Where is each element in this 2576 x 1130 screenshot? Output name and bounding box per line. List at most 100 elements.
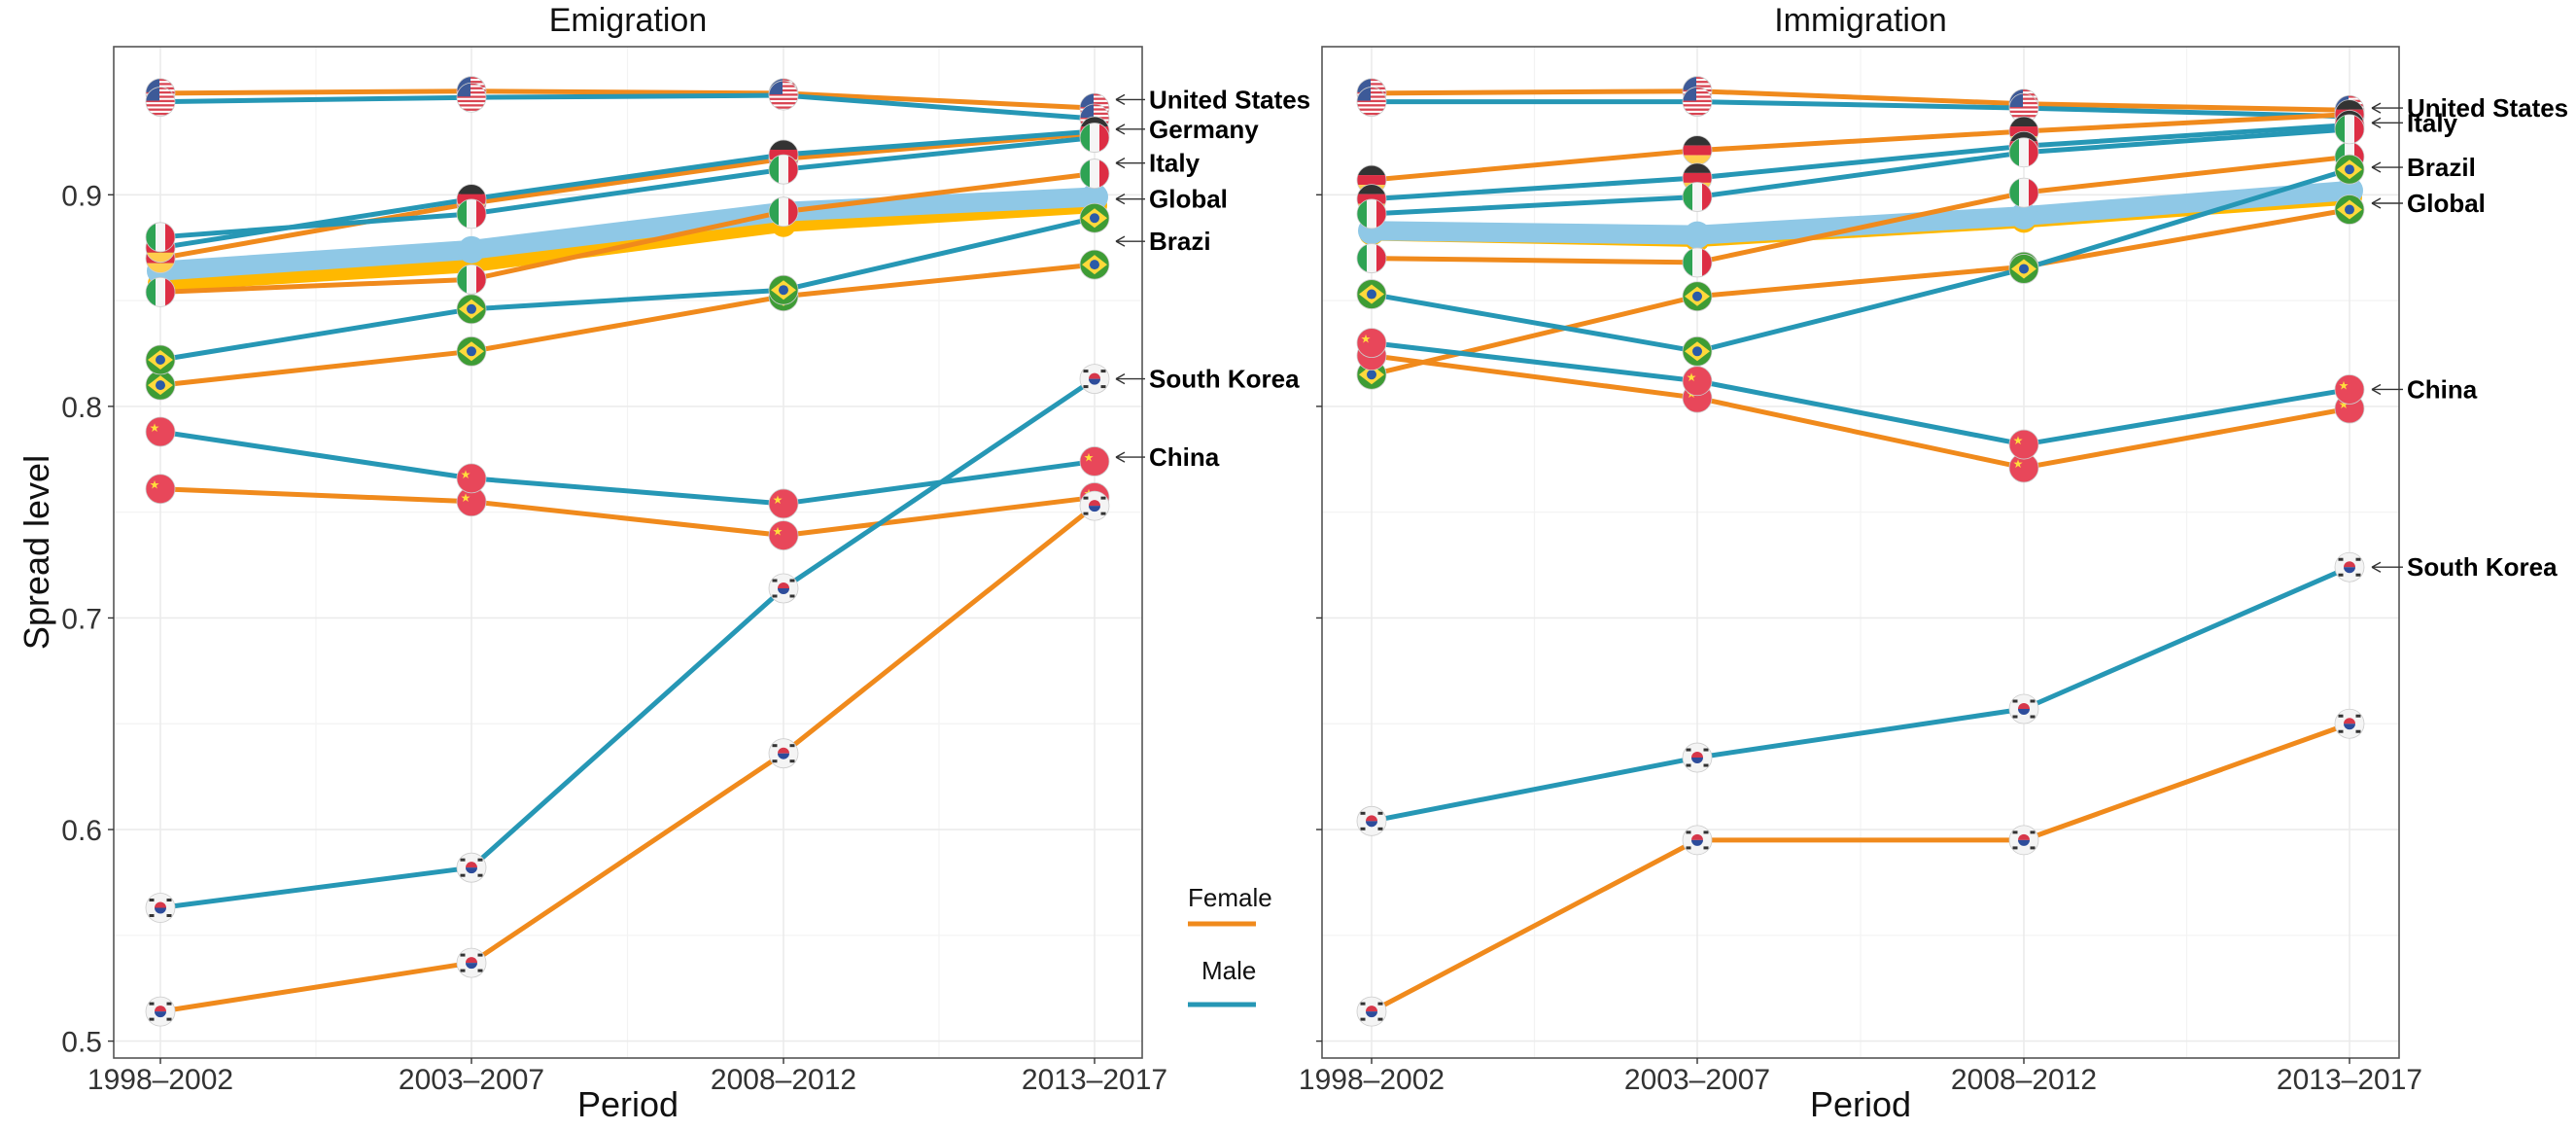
series-line-united-states-female bbox=[157, 88, 1097, 111]
immigration-panel: Immigration 1998–2002 2003–2007 2008–2012 20… bbox=[1299, 2, 2568, 1124]
italy-flag-icon bbox=[2334, 114, 2365, 145]
italy-flag-icon bbox=[1079, 123, 1110, 153]
south-korea-flag-icon bbox=[1682, 742, 1713, 773]
country-label-brazi: Brazi bbox=[1149, 227, 1211, 256]
series-line-south-korea-male bbox=[1369, 564, 2352, 824]
point-global-male bbox=[458, 235, 485, 264]
south-korea-flag-icon bbox=[1356, 805, 1387, 836]
svg-text:★: ★ bbox=[1361, 333, 1372, 346]
label-arrowhead bbox=[1115, 158, 1126, 169]
x-tick-label: 2013–2017 bbox=[1022, 1064, 1167, 1096]
y-tick-label: 0.9 bbox=[61, 180, 102, 212]
italy-flag-icon bbox=[1682, 247, 1713, 278]
us-flag-icon bbox=[456, 82, 487, 113]
x-axis-title: Period bbox=[1810, 1084, 1911, 1124]
italy-flag-icon bbox=[2008, 137, 2039, 168]
series-line-italy-female bbox=[157, 171, 1097, 295]
south-korea-flag-icon bbox=[145, 893, 176, 923]
label-arrowhead bbox=[1115, 451, 1126, 463]
svg-text:★: ★ bbox=[461, 491, 471, 505]
label-arrowhead bbox=[2371, 383, 2382, 396]
series-line-germany-male bbox=[1369, 123, 2352, 202]
brazil-flag-icon bbox=[145, 370, 176, 401]
south-korea-flag-icon bbox=[2334, 551, 2365, 583]
series-line-italy-male bbox=[157, 135, 1097, 240]
south-korea-flag-icon bbox=[2334, 708, 2365, 739]
label-arrowhead bbox=[1115, 93, 1126, 106]
series-line-brazi-female bbox=[157, 262, 1097, 388]
svg-text:★: ★ bbox=[461, 468, 471, 481]
point-global-male bbox=[2010, 202, 2037, 230]
y-tick-label: 0.6 bbox=[61, 815, 102, 847]
svg-text:★: ★ bbox=[1084, 450, 1095, 464]
svg-text:★: ★ bbox=[773, 525, 783, 539]
series-line-italy-male bbox=[1369, 126, 2352, 217]
x-tick-label: 1998–2002 bbox=[87, 1064, 233, 1096]
point-global-male bbox=[1081, 183, 1108, 211]
panel-border bbox=[113, 46, 1143, 1059]
series-line-south-korea-female bbox=[1369, 721, 2352, 1014]
brazil-flag-icon bbox=[768, 274, 799, 305]
brazil-flag-icon bbox=[145, 344, 176, 375]
brazil-flag-icon bbox=[1079, 202, 1110, 233]
italy-flag-icon bbox=[1079, 159, 1110, 189]
series-line-united-states-male bbox=[1369, 99, 2352, 120]
south-korea-flag-icon bbox=[1079, 364, 1110, 394]
italy-flag-icon bbox=[768, 196, 799, 228]
brazil-flag-icon bbox=[456, 294, 487, 325]
country-label-united-states: United States bbox=[1149, 85, 1310, 114]
series-line-brazi-male bbox=[157, 215, 1097, 363]
label-arrowhead bbox=[2371, 197, 2382, 209]
label-arrowhead bbox=[1115, 124, 1126, 135]
country-label-italy: Italy bbox=[1149, 149, 1201, 178]
china-flag-icon: ★ bbox=[2334, 374, 2365, 405]
china-flag-icon: ★ bbox=[768, 488, 799, 519]
south-korea-flag-icon bbox=[1682, 825, 1713, 856]
country-label-south-korea: South Korea bbox=[2407, 552, 2558, 582]
south-korea-flag-icon bbox=[1079, 490, 1110, 521]
x-tick-label: 1998–2002 bbox=[1299, 1064, 1445, 1096]
series-line-germany-female bbox=[157, 130, 1097, 262]
svg-text:★: ★ bbox=[150, 421, 160, 435]
china-flag-icon: ★ bbox=[768, 520, 799, 550]
us-flag-icon bbox=[768, 80, 799, 111]
y-tick-label: 0.7 bbox=[61, 603, 102, 635]
panel-title: Immigration bbox=[1774, 2, 1947, 39]
legend-female-label: Female bbox=[1188, 883, 1272, 912]
china-flag-icon: ★ bbox=[2008, 429, 2039, 460]
brazil-flag-icon bbox=[1682, 335, 1713, 367]
country-label-brazil: Brazil bbox=[2407, 153, 2476, 182]
china-flag-icon: ★ bbox=[145, 474, 176, 505]
series-line-global-male bbox=[151, 187, 1104, 281]
legend-male-label: Male bbox=[1201, 956, 1256, 985]
south-korea-flag-icon bbox=[2008, 825, 2039, 856]
series-line-south-korea-male bbox=[157, 376, 1097, 911]
brazil-flag-icon bbox=[2334, 154, 2365, 185]
emigration-panel: Emigration 1998–2002 2003–2007 2008–2012 201… bbox=[61, 2, 1310, 1124]
svg-text:★: ★ bbox=[2339, 378, 2350, 392]
series-line-brazil-male bbox=[1369, 166, 2352, 354]
italy-flag-icon bbox=[768, 154, 799, 185]
brazil-flag-icon bbox=[456, 335, 487, 367]
grid bbox=[114, 47, 1142, 1058]
brazil-flag-icon bbox=[1356, 279, 1387, 309]
svg-text:★: ★ bbox=[150, 478, 160, 492]
country-label-china: China bbox=[1149, 442, 1220, 472]
series-line-south-korea-female bbox=[157, 503, 1097, 1014]
x-tick-label: 2003–2007 bbox=[1624, 1064, 1770, 1096]
country-label-italy: Italy bbox=[2407, 108, 2458, 137]
x-tick-label: 2013–2017 bbox=[2277, 1064, 2422, 1096]
label-arrowhead bbox=[1115, 372, 1126, 385]
italy-flag-icon bbox=[1356, 198, 1387, 230]
south-korea-flag-icon bbox=[456, 852, 487, 883]
china-flag-icon: ★ bbox=[1356, 328, 1387, 359]
svg-text:★: ★ bbox=[1687, 371, 1697, 384]
panel-border bbox=[1321, 46, 2400, 1059]
south-korea-flag-icon bbox=[145, 996, 176, 1027]
label-arrowhead bbox=[1115, 194, 1126, 205]
italy-flag-icon bbox=[1356, 243, 1387, 273]
italy-flag-icon bbox=[456, 198, 487, 230]
series-lines bbox=[1358, 88, 2363, 1014]
